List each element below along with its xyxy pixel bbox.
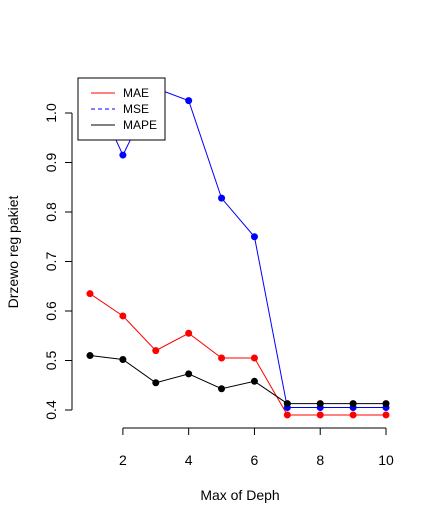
series-point-mape — [316, 400, 324, 408]
series-point-mape — [152, 379, 160, 387]
series-point-mape — [185, 370, 193, 378]
y-axis-ticks: 0.4 0.5 0.6 0.7 0.8 0.9 1.0 — [43, 103, 72, 420]
y-axis-title: Drzewo reg pakiet — [5, 195, 21, 308]
legend-label-mae: MAE — [123, 86, 149, 100]
series-point-mape — [283, 400, 291, 408]
y-tick-label: 0.5 — [43, 351, 59, 371]
legend-label-mse: MSE — [123, 102, 149, 116]
series-point-mae — [152, 347, 160, 355]
x-axis-title: Max of Deph — [200, 487, 279, 503]
series-point-mae — [250, 354, 258, 362]
legend: MAE MSE MAPE — [77, 77, 166, 141]
series-line-mae — [89, 293, 386, 416]
series-point-mae — [185, 329, 193, 337]
series-point-mae — [119, 312, 127, 320]
series-point-mape — [382, 400, 390, 408]
x-axis-ticks: 2 4 6 8 10 — [119, 428, 394, 468]
y-tick-label: 1.0 — [43, 103, 59, 123]
series-point-mape — [86, 352, 94, 360]
series-point-mse — [119, 151, 127, 159]
y-tick-label: 0.4 — [43, 400, 59, 420]
series-point-mape — [218, 385, 226, 393]
y-tick-label: 0.9 — [43, 153, 59, 173]
x-tick-label: 6 — [251, 452, 259, 468]
y-tick-label: 0.6 — [43, 301, 59, 321]
series-point-mse — [185, 97, 193, 105]
x-tick-label: 4 — [185, 452, 193, 468]
series-point-mse — [218, 194, 226, 202]
series-point-mae — [86, 290, 94, 298]
series-point-mae — [218, 354, 226, 362]
x-tick-label: 10 — [378, 452, 394, 468]
x-tick-label: 8 — [316, 452, 324, 468]
x-tick-label: 2 — [119, 452, 127, 468]
y-tick-label: 0.8 — [43, 202, 59, 222]
series-layer — [86, 90, 390, 419]
series-point-mae — [382, 411, 390, 419]
series-point-mape — [250, 377, 258, 385]
y-tick-label: 0.7 — [43, 252, 59, 272]
legend-label-mape: MAPE — [123, 118, 157, 132]
series-point-mae — [316, 411, 324, 419]
series-point-mae — [283, 411, 291, 419]
series-point-mape — [119, 356, 127, 364]
series-line-mape — [89, 355, 386, 405]
series-point-mape — [349, 400, 357, 408]
series-point-mae — [349, 411, 357, 419]
series-point-mse — [250, 233, 258, 241]
